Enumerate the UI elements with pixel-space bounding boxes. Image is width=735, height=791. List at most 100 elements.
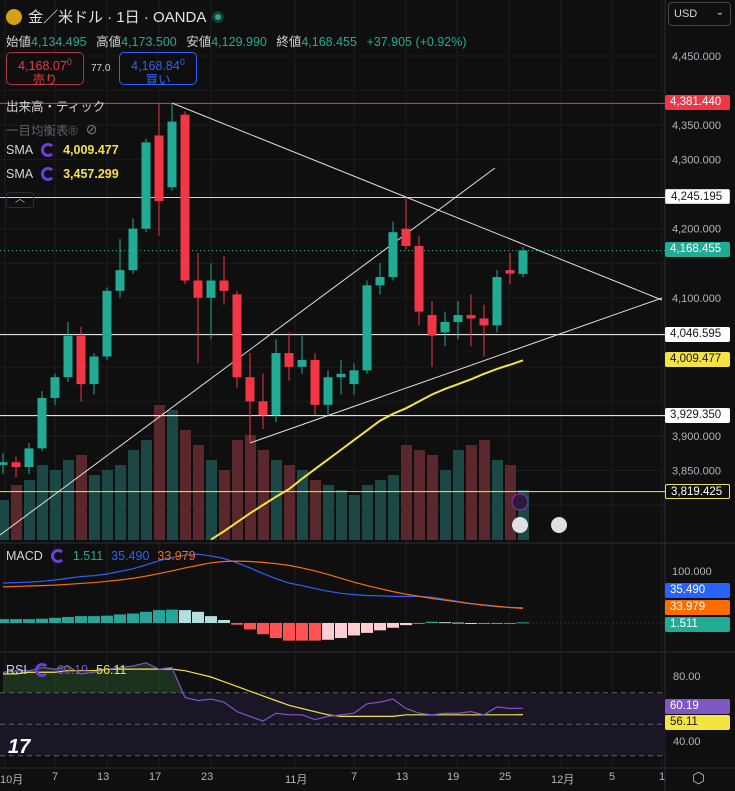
volume-bar xyxy=(271,460,282,540)
lightning-icon xyxy=(511,493,529,511)
buy-price-sup: 0 xyxy=(179,57,185,67)
candle-body xyxy=(193,280,203,298)
macd-histogram-bar xyxy=(0,619,9,623)
settings-icon[interactable]: ⬡ xyxy=(692,770,706,787)
rsi-label: RSI xyxy=(6,663,27,677)
macd-histogram-bar xyxy=(491,623,503,624)
symbol-title[interactable]: 金／米ドル · 1日 · OANDA xyxy=(6,6,225,27)
macd-histogram-bar xyxy=(218,619,230,623)
macd-histogram-bar xyxy=(270,623,282,639)
change-value: +37.905 (+0.92%) xyxy=(366,35,467,49)
time-axis-label: 23 xyxy=(201,771,214,783)
macd-histogram-bar xyxy=(309,623,321,641)
macd-axis-label: 100.000 xyxy=(672,566,712,578)
sell-label: 売り xyxy=(32,73,58,88)
macd-histogram-bar xyxy=(153,610,165,623)
candle-body xyxy=(375,277,385,286)
sell-button[interactable]: 4,168.070 売り xyxy=(6,52,84,88)
rsi-overbought-fill xyxy=(3,662,523,693)
legend-sma-1[interactable]: SMA 4,009.477 xyxy=(6,143,119,157)
legend-macd[interactable]: MACD 1.511 35.490 33.979 xyxy=(6,549,196,563)
volume-bar xyxy=(349,495,360,540)
macd-histogram-bar xyxy=(166,609,178,623)
candle-body xyxy=(232,294,242,378)
buy-button[interactable]: 4,168.840 買い xyxy=(119,52,197,87)
volume-bar xyxy=(219,470,230,540)
sma-label: SMA xyxy=(6,143,34,157)
candle-body xyxy=(479,318,489,326)
candle-body xyxy=(245,377,255,402)
ichimoku-label: 一目均衡表® xyxy=(6,124,78,138)
volume-bar xyxy=(115,465,126,540)
volume-bar xyxy=(479,440,490,540)
legend-volume[interactable]: 出来高・ティック xyxy=(6,96,105,115)
volume-bar xyxy=(362,485,373,540)
candle-body xyxy=(271,353,281,416)
price-axis-label: 4,450.000 xyxy=(672,51,721,63)
macd-histogram-bar xyxy=(465,623,477,624)
currency-select[interactable]: USD ⌄ xyxy=(668,2,731,26)
eye-off-icon[interactable]: ⊘ xyxy=(85,121,98,137)
us-flag-icon xyxy=(551,517,567,533)
legend-sma-2[interactable]: SMA 3,457.299 xyxy=(6,167,119,181)
candle-body xyxy=(115,270,125,291)
price-tag: 4,046.595 xyxy=(665,326,730,342)
macd-histogram-bar xyxy=(23,619,35,623)
collapse-legend-button[interactable]: ︿ xyxy=(6,192,34,208)
volume-bar xyxy=(128,450,139,540)
volume-bar xyxy=(375,480,386,540)
signal-line xyxy=(2,560,524,609)
candle-body xyxy=(180,114,190,281)
candle-body xyxy=(37,397,47,449)
macd-histogram-bar xyxy=(504,623,516,624)
candle-body xyxy=(349,370,359,385)
macd-label: MACD xyxy=(6,549,43,563)
price-axis-label: 4,200.000 xyxy=(672,224,721,236)
macd-histogram-bar xyxy=(348,623,360,636)
volume-bar xyxy=(414,450,425,540)
volume-label: 出来高・ティック xyxy=(6,100,106,114)
volume-bar xyxy=(440,470,451,540)
price-axis-label: 4,100.000 xyxy=(672,293,721,305)
volume-bar xyxy=(206,460,217,540)
tradingview-logo-icon[interactable]: 17 xyxy=(8,736,31,758)
trendline xyxy=(249,297,663,444)
macd-histogram-bar xyxy=(75,616,87,623)
candle-body xyxy=(466,315,476,319)
macd-histogram-bar xyxy=(283,623,295,641)
buy-price: 4,168.84 xyxy=(131,59,180,74)
high-label: 高値 xyxy=(96,35,122,49)
macd-histogram-bar xyxy=(62,616,74,623)
candle-body xyxy=(401,228,411,246)
volume-bar xyxy=(180,430,191,540)
close-value: 4,168.455 xyxy=(301,35,357,49)
macd-histogram-bar xyxy=(296,623,308,641)
macd-histogram-bar xyxy=(88,616,100,623)
macd-histogram-bar xyxy=(387,623,399,628)
candle-body xyxy=(50,377,60,398)
sma-label: SMA xyxy=(6,167,34,181)
gold-logo-icon xyxy=(6,8,22,25)
time-axis-label: 7 xyxy=(351,771,358,783)
price-axis-label: 4,350.000 xyxy=(672,120,721,132)
rsi-line xyxy=(2,662,524,722)
legend-rsi[interactable]: RSI 60.19 56.11 xyxy=(6,663,126,677)
time-axis-label: 25 xyxy=(499,771,512,783)
macd-histogram-bar xyxy=(36,618,48,623)
price-tag: 4,245.195 xyxy=(665,189,730,205)
macd-histogram-bar xyxy=(10,619,22,623)
legend-ichimoku[interactable]: 一目均衡表® ⊘ xyxy=(6,120,97,139)
macd-line xyxy=(2,553,524,609)
macd-histogram-bar xyxy=(231,623,243,625)
volume-bar xyxy=(388,475,399,540)
volume-bar xyxy=(24,480,35,540)
currency-value: USD xyxy=(674,8,698,20)
open-value: 4,134.495 xyxy=(31,35,87,49)
chevron-up-icon: ︿ xyxy=(15,194,25,205)
price-tag: 3,929.350 xyxy=(665,407,730,423)
high-value: 4,173.500 xyxy=(121,35,177,49)
volume-bar xyxy=(518,490,529,540)
candle-body xyxy=(297,359,307,367)
time-axis-label: 12月 xyxy=(551,774,575,786)
